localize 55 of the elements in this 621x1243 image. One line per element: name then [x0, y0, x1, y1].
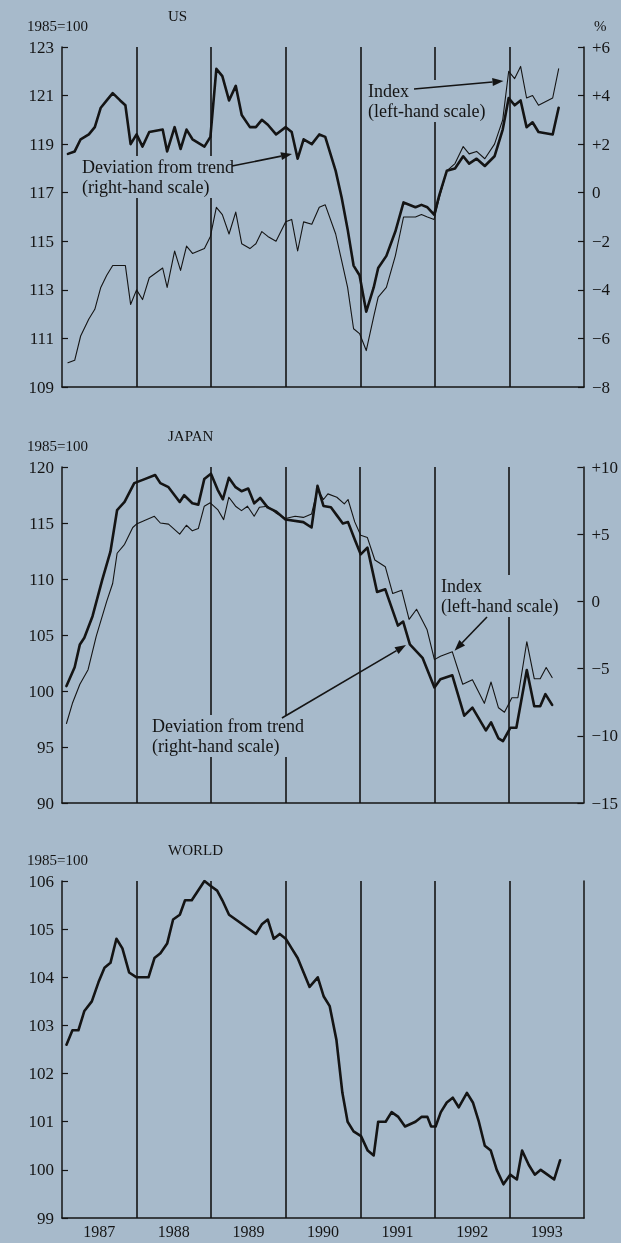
y-tick-label: 100 [28, 1160, 54, 1180]
y-tick-label: 115 [29, 513, 54, 533]
x-tick-label: 1990 [307, 1222, 339, 1240]
y2-tick-label: −6 [592, 328, 611, 348]
x-tick-label: 1987 [83, 1222, 116, 1240]
y-tick-label: 102 [28, 1064, 54, 1084]
y2-tick-label: 0 [591, 591, 600, 611]
y-tick-label: 123 [28, 37, 54, 57]
y-tick-label: 113 [29, 280, 54, 300]
y-tick-label: 120 [28, 457, 54, 477]
y-tick-label: 119 [29, 134, 54, 154]
y-axis-title: 1985=100 [27, 851, 88, 868]
y-tick-label: 105 [28, 625, 54, 645]
y2-tick-label: +6 [592, 37, 611, 57]
x-tick-label: 1992 [456, 1222, 489, 1240]
x-tick-label: 1993 [530, 1222, 563, 1240]
y-tick-label: 121 [28, 86, 54, 106]
chart-title: WORLD [168, 841, 224, 858]
chart-title: US [168, 7, 188, 24]
y-tick-label: 90 [37, 793, 54, 813]
y2-tick-label: −5 [591, 659, 610, 679]
annotation: Deviation from trend (right-hand scale) [152, 716, 304, 757]
y-tick-label: 95 [37, 737, 54, 757]
y2-tick-label: +5 [591, 524, 610, 544]
y-tick-label: 109 [28, 377, 54, 397]
y2-axis-title: % [594, 17, 607, 34]
x-tick-label: 1988 [157, 1222, 190, 1240]
y2-tick-label: −15 [591, 793, 619, 813]
y-tick-label: 117 [29, 183, 55, 203]
y-tick-label: 101 [28, 1112, 54, 1132]
y-axis-title: 1985=100 [27, 437, 88, 454]
y2-tick-label: −2 [592, 231, 611, 251]
y2-tick-label: +4 [592, 86, 611, 106]
y-tick-label: 111 [29, 328, 54, 348]
y-tick-label: 115 [29, 231, 54, 251]
y-tick-label: 104 [28, 967, 55, 987]
y-tick-label: 103 [28, 1015, 54, 1035]
y-tick-label: 105 [28, 919, 54, 939]
y2-tick-label: 0 [592, 183, 601, 203]
y-tick-label: 106 [28, 871, 54, 891]
chart-title: JAPAN [168, 427, 214, 444]
y2-tick-label: +10 [591, 457, 619, 477]
y2-tick-label: −4 [592, 280, 611, 300]
annotation: Deviation from trend (right-hand scale) [82, 157, 234, 198]
y2-tick-label: −8 [592, 377, 611, 397]
y2-tick-label: −10 [591, 726, 619, 746]
y-axis-title: 1985=100 [27, 17, 88, 34]
annotation: Index (left-hand scale) [441, 576, 559, 617]
y-tick-label: 110 [29, 569, 54, 589]
x-tick-label: 1991 [381, 1222, 414, 1240]
annotation: Index (left-hand scale) [368, 81, 486, 122]
y-tick-label: 99 [37, 1208, 54, 1228]
y2-tick-label: +2 [592, 134, 611, 154]
y-tick-label: 100 [28, 681, 54, 701]
x-tick-label: 1989 [232, 1222, 265, 1240]
